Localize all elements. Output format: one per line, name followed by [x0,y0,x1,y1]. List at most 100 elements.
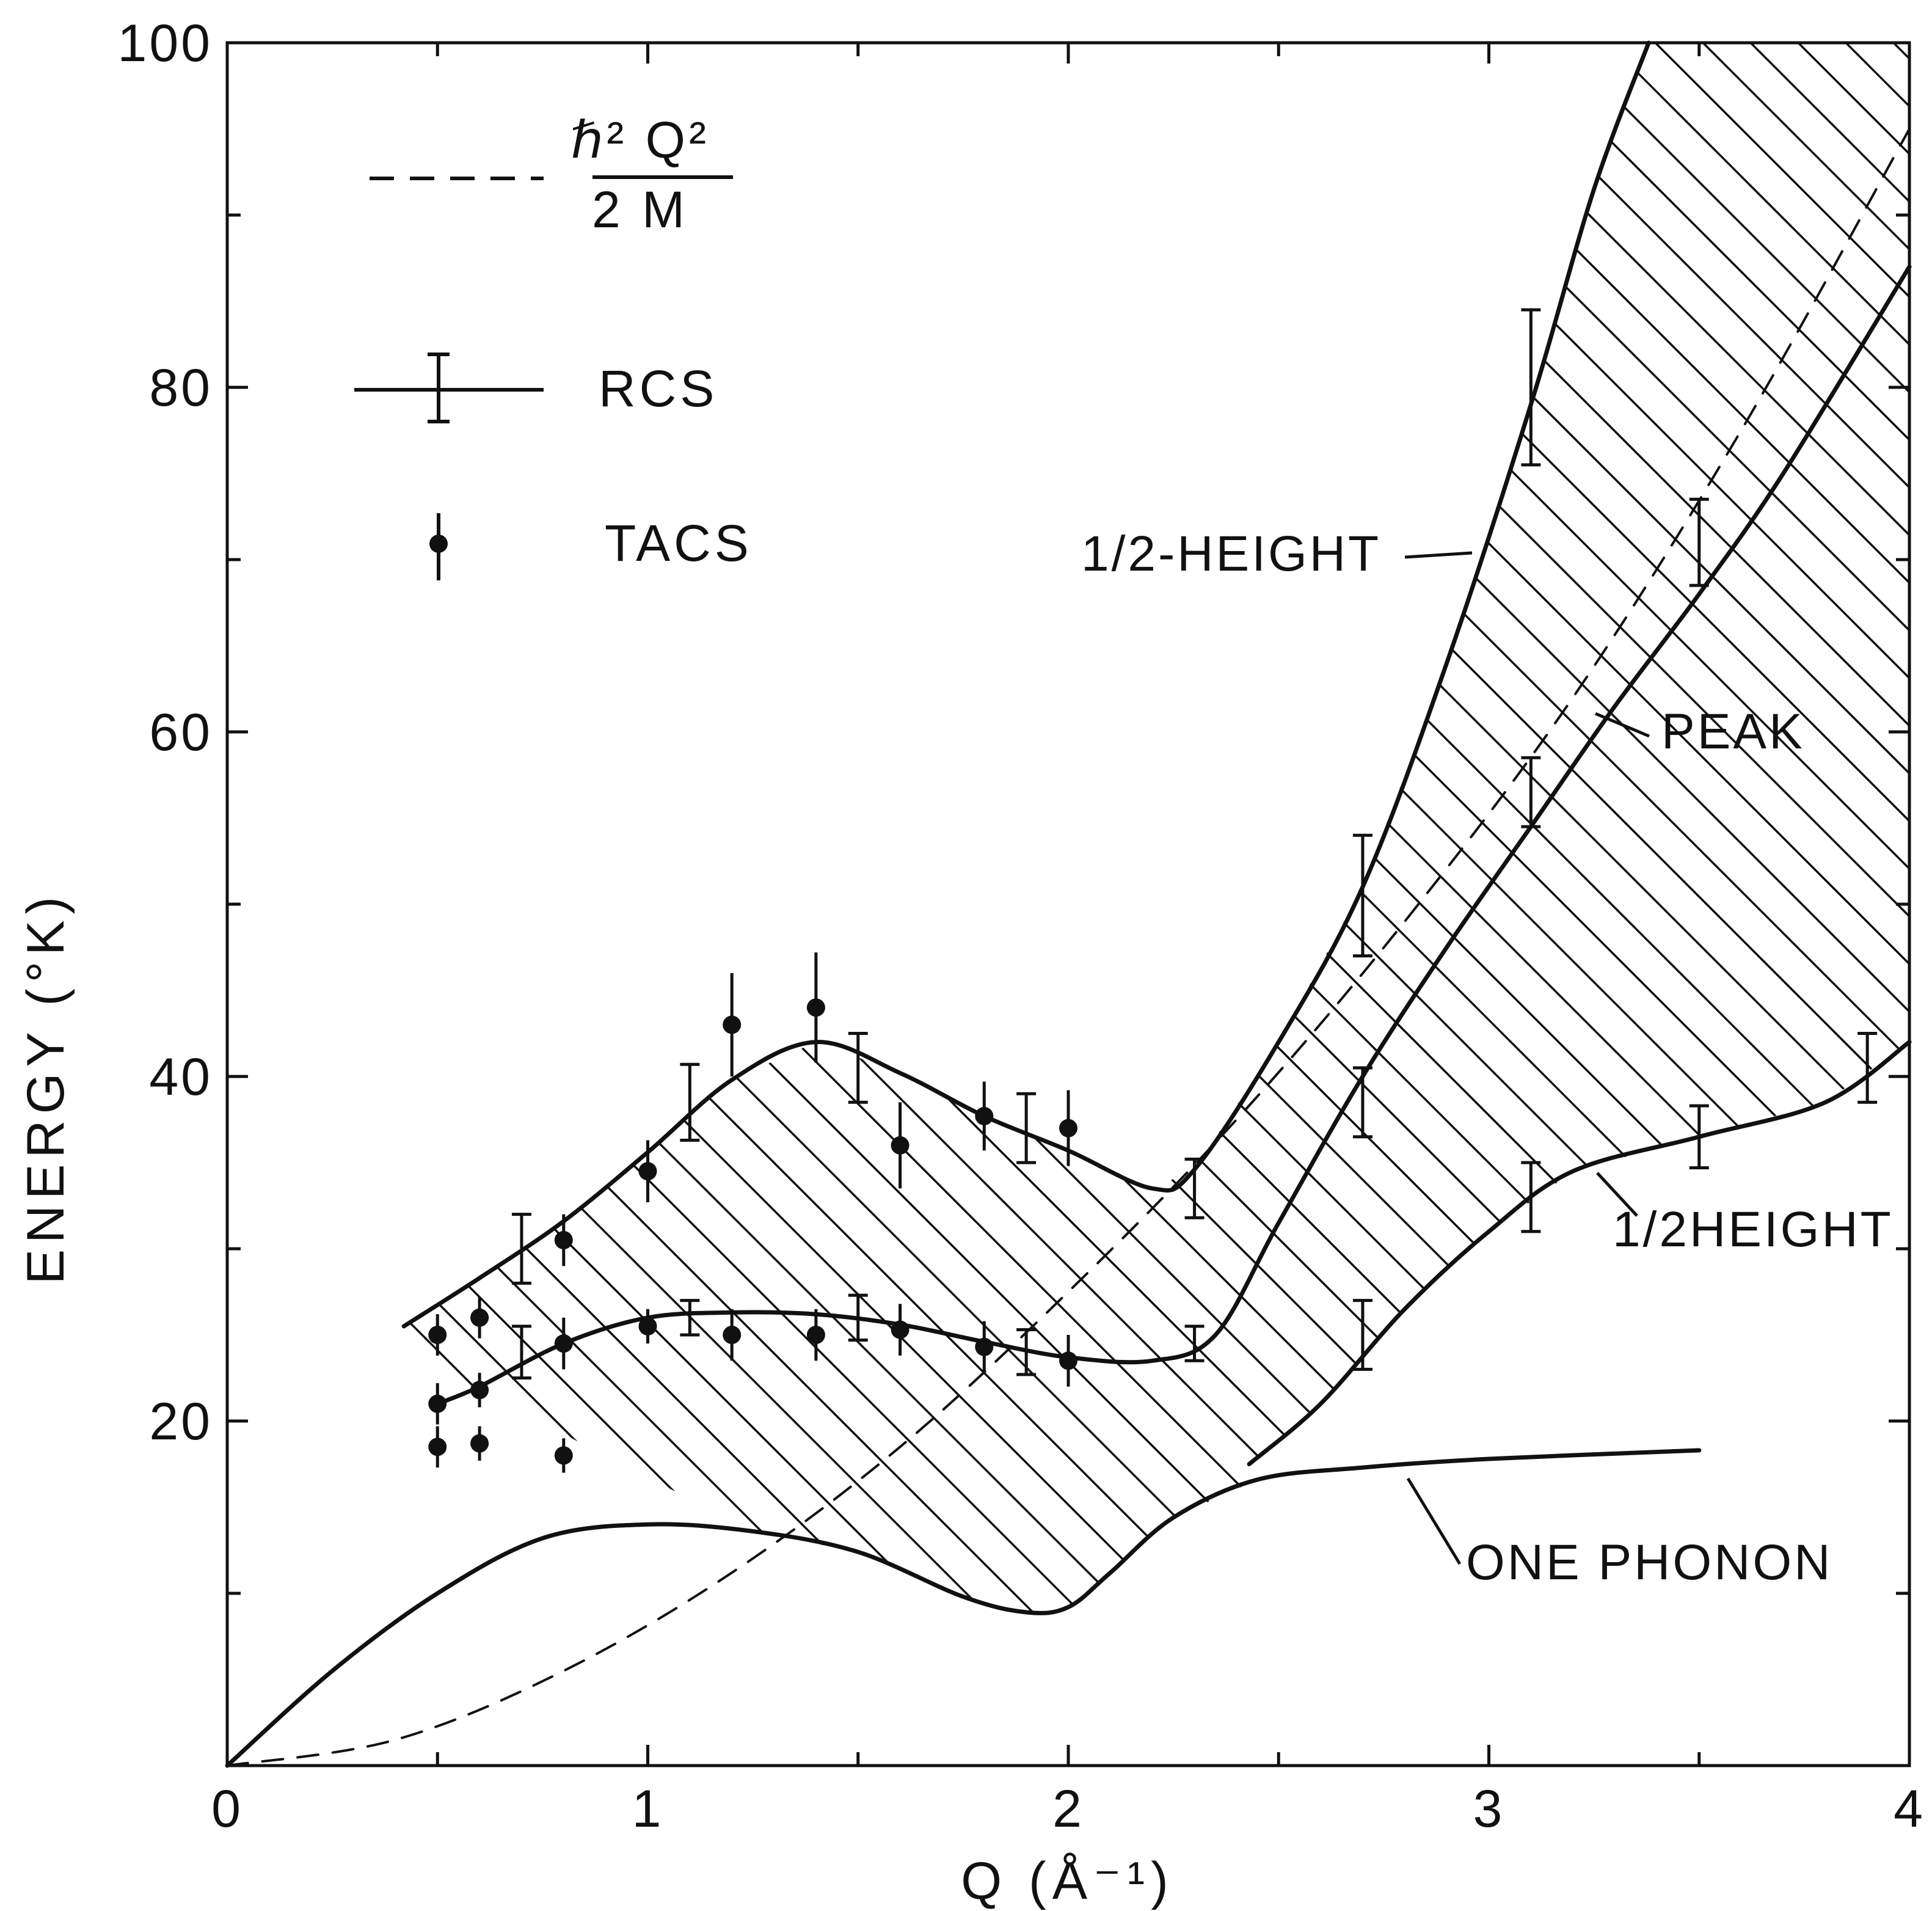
hatch-line [404,43,1426,1612]
hatch-line [463,43,1910,1612]
annotation-one-phonon: ONE PHONON [1466,1535,1832,1590]
tacs-point [554,1334,573,1353]
hatch-line [404,43,1140,1612]
x-tick-label: 0 [211,1780,243,1838]
hatch-line [404,43,997,1612]
hatch-line [1464,43,1910,1612]
hatch-line [404,43,1187,1612]
legend-tacs-label: TACS [605,514,753,572]
tacs-point [554,1230,573,1249]
hatch-line [939,43,1910,1612]
series-recoil-h2Q2-2M [226,128,1911,1767]
legend: ℏ² Q² 2 M RCS TACS [354,111,753,580]
annotation-upper-half-height: 1/2-HEIGHT [1081,526,1381,582]
hatch-line [606,43,1910,1612]
tacs-point [1059,1351,1077,1370]
tacs-point [806,998,825,1017]
legend-rcs-label: RCS [599,360,718,417]
hatch-line [1606,43,1910,1612]
hatch-line [892,43,1910,1612]
hatch-line [1035,43,1910,1612]
hatch-line [404,43,663,1612]
hatch-line [404,43,759,1612]
hatch-line [654,43,1910,1612]
hatch-line [1273,43,1910,1612]
tacs-point [470,1381,489,1400]
x-tick-label: 3 [1473,1780,1505,1838]
tacs-point [428,1326,447,1344]
tacs-point [554,1446,573,1465]
hatch-line [404,43,520,1612]
hatch-line [844,43,1910,1612]
hatch-line [796,43,1910,1612]
tacs-point [1059,1119,1077,1138]
hatch-line [415,43,1910,1612]
hatch-line [1559,43,1910,1612]
hatch-line [701,43,1910,1612]
annotation-one-phonon-arrow [1406,1477,1462,1565]
hatch-line [404,43,854,1612]
y-tick-label: 60 [149,703,213,762]
series-peak [435,265,1912,1406]
tacs-point [638,1162,657,1181]
annotation-lower-half-height: 1/2HEIGHT [1613,1202,1894,1257]
tacs-point [975,1106,994,1125]
series-one-phonon [225,1448,1702,1768]
tacs-point [723,1015,742,1034]
annotations: 1/2-HEIGHT PEAK 1/2HEIGHT ONE PHONON [1081,526,1894,1590]
hatch-line [404,43,1902,1612]
tacs-point [638,1317,657,1336]
hatched-region [404,43,1910,1612]
tacs-point [428,1394,447,1413]
legend-formula-top: ℏ² Q² [570,111,710,169]
hatch-line [987,43,1910,1612]
hatch-line [511,43,1910,1612]
hatch-line [404,43,1378,1612]
x-tick-label: 1 [632,1780,664,1838]
x-tick-label: 2 [1052,1780,1084,1838]
hatch-line [1130,43,1910,1612]
hatch-line [404,43,902,1612]
axes: 0 1 2 3 4 20 40 60 80 100 [118,14,1923,1838]
hatch-line [1368,43,1910,1612]
hatch-line [1416,43,1910,1612]
points-layer [428,308,1878,1473]
x-axis-label: Q (Å⁻¹) [961,1852,1174,1910]
hatch-line [404,43,568,1612]
series-layer [225,40,1912,1768]
tacs-point [470,1434,489,1453]
tacs-point [891,1136,909,1155]
hatch-line [404,43,1910,1612]
hatch-line [404,43,1044,1612]
hatch-line [1321,43,1910,1612]
plot-frame [225,41,1911,1767]
annotation-lower-half-height-arrow [1596,1172,1638,1217]
y-tick-label: 40 [149,1048,213,1106]
hatch-line [404,43,1910,1612]
legend-tacs-dot [429,535,448,553]
tacs-point [723,1326,742,1344]
tacs-point [975,1337,994,1356]
hatch-line [404,43,1854,1612]
hatch-line [404,43,1711,1612]
hatch-line [558,43,1910,1612]
y-tick-label: 80 [149,359,213,417]
hatch-line [404,43,1807,1612]
hatch-line [1082,43,1910,1612]
annotation-upper-half-height-arrow [1404,551,1473,559]
tacs-point [428,1438,447,1456]
y-tick-label: 100 [118,14,213,73]
tacs-point [470,1308,489,1327]
hatch-line [404,43,1910,1612]
hatch-line [404,43,1759,1612]
hatch-line [404,43,616,1612]
hatch-line [404,43,1235,1612]
hatch-line [404,43,1330,1612]
y-axis-label: ENERGY (°K) [16,891,75,1285]
tacs-point [806,1326,825,1344]
series-lower-half-height [1247,1040,1912,1466]
hatch-line [404,43,711,1612]
hatch-line [404,43,1283,1612]
hatch-line [404,43,806,1612]
